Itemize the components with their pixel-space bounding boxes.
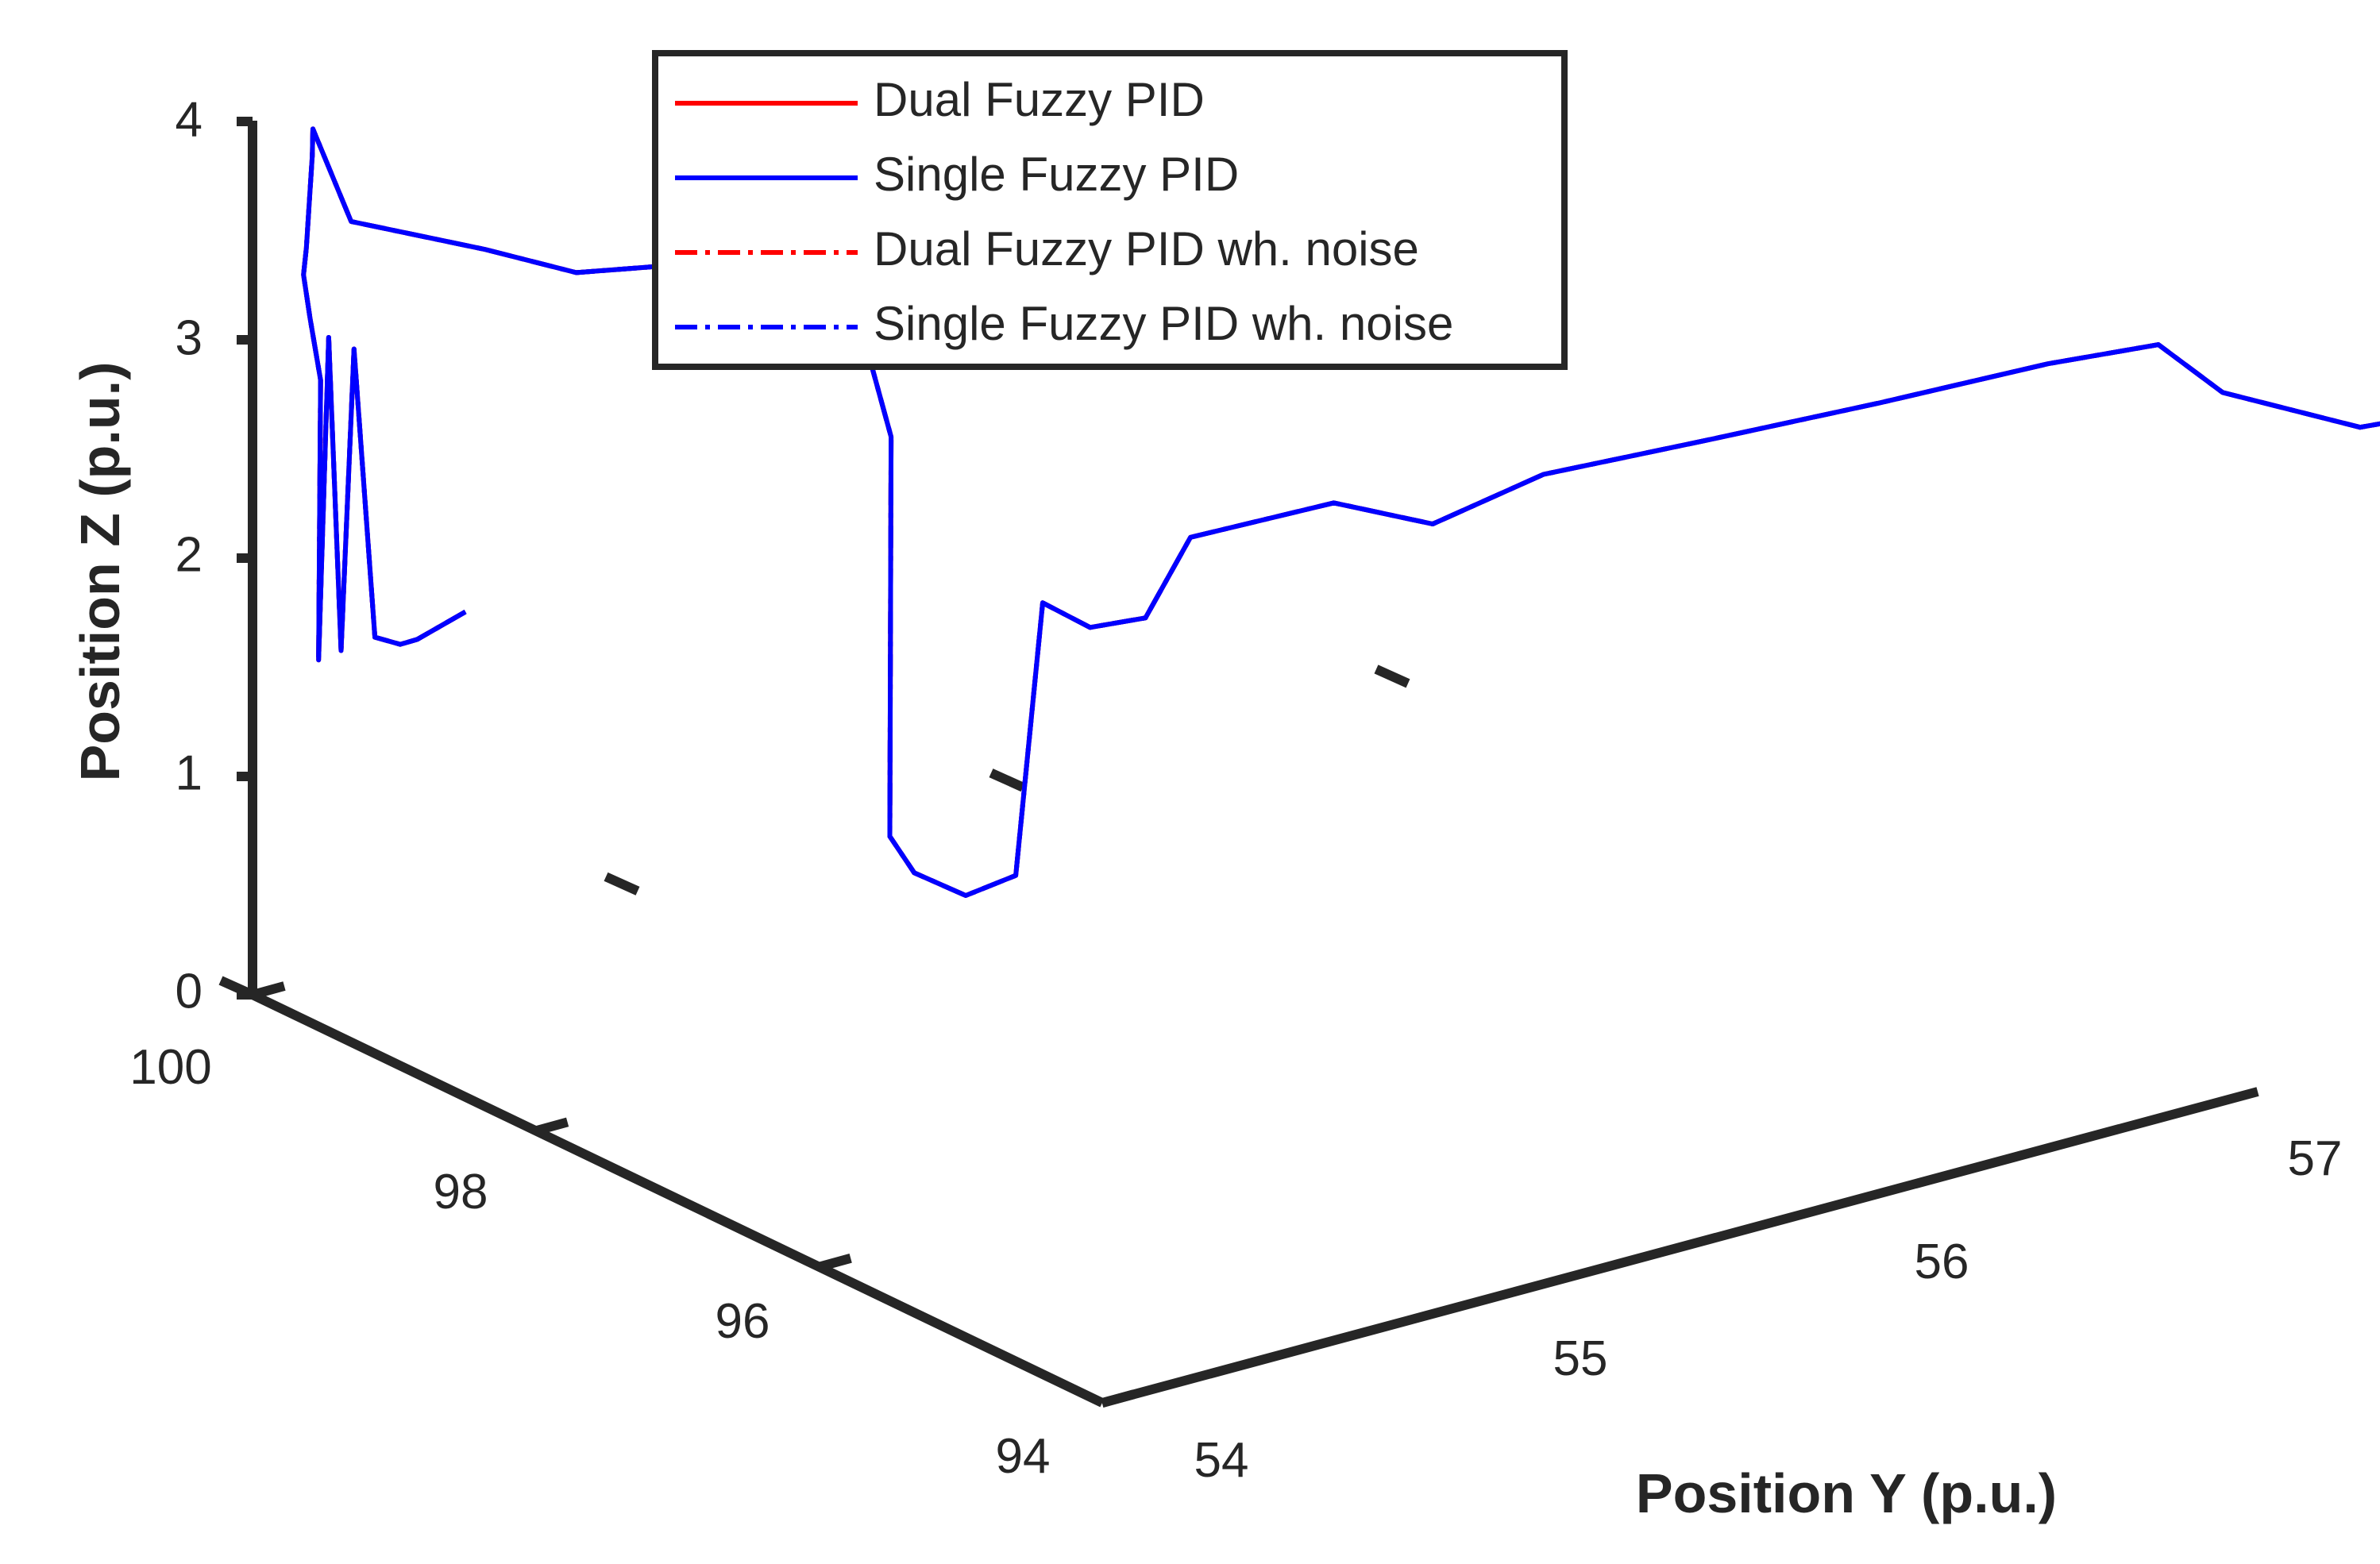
y-tick-label: 57 [2288,1131,2343,1186]
z-tick-label: 3 [176,310,203,365]
x-tick-label: 96 [716,1294,770,1349]
series-layer [301,126,2380,898]
y-tick [989,769,1025,792]
z-axis-title: Position Z (p.u.) [69,362,131,782]
legend: Dual Fuzzy PID Single Fuzzy PID Dual Fuz… [652,50,1568,370]
legend-label: Single Fuzzy PID [874,148,1239,201]
series-line [301,126,2380,898]
legend-label: Dual Fuzzy PID [874,73,1205,126]
y-tick [604,872,640,896]
y-tick-label: 56 [1915,1235,1969,1289]
x-tick [251,981,286,1000]
tick-marks [218,117,1410,1408]
y-tick [1374,665,1410,688]
x-tick-label: 100 [129,1040,211,1095]
z-tick-label: 0 [176,964,203,1019]
x-axis-line [250,990,1105,1408]
y-axis-line [1101,1087,2259,1408]
y-tick-label: 54 [1194,1433,1249,1488]
legend-label: Dual Fuzzy PID wh. noise [874,222,1419,275]
x-tick-label: 94 [996,1429,1051,1484]
x-tick [817,1254,852,1272]
y-tick-label: 55 [1553,1331,1608,1386]
z-tick-label: 4 [176,92,203,147]
z-tick-label: 2 [176,527,203,582]
legend-label: Single Fuzzy PID wh. noise [874,297,1453,350]
x-tick-label: 98 [434,1165,488,1219]
z-tick-label: 1 [176,745,203,800]
x-tick [534,1117,569,1136]
y-axis-title: Position Y (p.u.) [1636,1462,2057,1524]
x-tick [1101,1389,1136,1408]
